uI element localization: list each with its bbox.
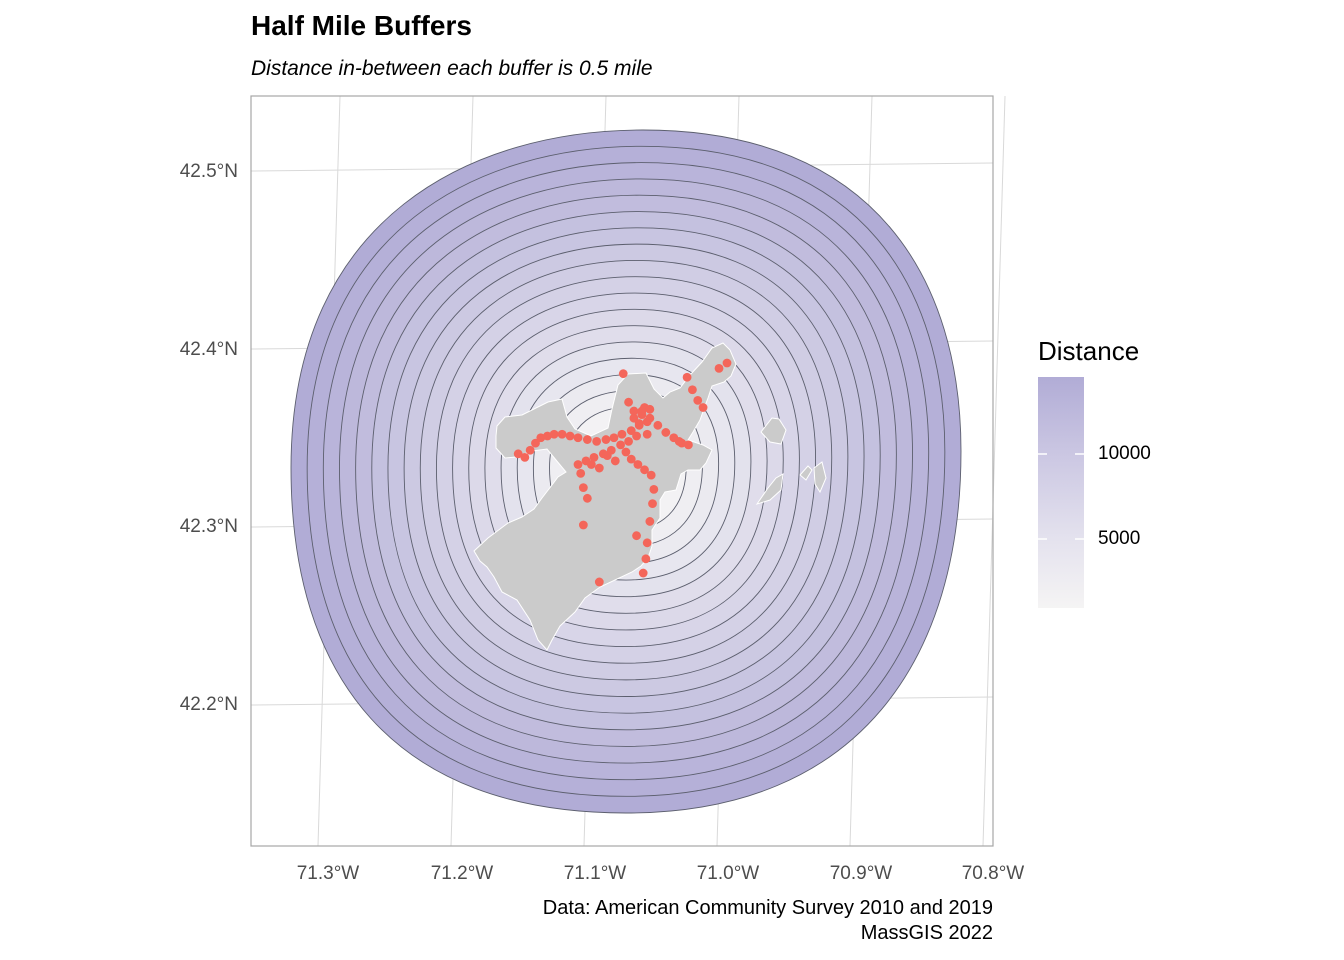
station-point [609, 433, 619, 443]
station-point [543, 431, 552, 441]
axis-labels: 42.5°N 42.4°N 42.3°N 42.2°N 71.3°W 71.2°W 71.1… [180, 161, 1025, 884]
y-tick-label: 42.4°N [180, 339, 238, 360]
station-point [536, 433, 546, 443]
x-tick-label: 70.9°W [830, 863, 893, 884]
station-point [632, 531, 641, 541]
boston-harbor-island-1 [760, 417, 787, 445]
station-point [629, 413, 639, 423]
station-point [645, 413, 655, 423]
chart-title: Half Mile Buffers [251, 10, 472, 41]
station-point [649, 485, 659, 494]
boston-harbor-island-4 [813, 461, 827, 494]
station-point [698, 403, 708, 412]
station-point [626, 454, 636, 464]
station-point [624, 397, 633, 407]
station-point [674, 436, 684, 446]
station-point [661, 428, 671, 437]
x-tick-label: 70.8°W [962, 863, 1025, 884]
station-point [594, 463, 604, 473]
station-point [513, 449, 523, 459]
panel-border [250, 95, 994, 847]
station-point [582, 435, 592, 444]
station-point [618, 369, 628, 379]
x-tick-label: 71.2°W [431, 863, 494, 884]
data-caption: Data: American Community Survey 2010 and… [543, 896, 993, 946]
station-point [714, 363, 724, 373]
station-point [576, 468, 586, 478]
station-point [610, 456, 620, 466]
station-point [642, 538, 652, 548]
station-point [722, 358, 732, 368]
station-point [629, 406, 639, 416]
y-tick-label: 42.2°N [180, 694, 238, 715]
station-point [578, 520, 588, 530]
station-point [582, 493, 592, 503]
station-point [549, 429, 559, 439]
station-point [531, 438, 540, 448]
caption-line-1: Data: American Community Survey 2010 and… [542, 897, 993, 919]
legend-title: Distance [1038, 336, 1140, 366]
legend-label-5000: 5000 [1098, 528, 1141, 549]
station-point [637, 406, 647, 416]
station-point [633, 460, 643, 469]
meridian-line [982, 95, 1006, 847]
x-tick-label: 71.1°W [564, 863, 627, 884]
y-tick-label: 42.5°N [180, 161, 238, 182]
station-point [684, 440, 693, 450]
station-point [693, 396, 703, 405]
station-point [565, 431, 575, 441]
station-point [632, 431, 641, 441]
station-point [573, 433, 583, 443]
legend-label-10000: 10000 [1098, 443, 1151, 464]
legend-colorbar [1038, 377, 1084, 608]
station-point [594, 577, 604, 587]
station-point [520, 452, 530, 462]
station-point [573, 460, 583, 469]
station-point [616, 440, 625, 450]
y-tick-label: 42.3°N [180, 516, 238, 537]
boston-harbor-island-2 [755, 473, 784, 505]
station-point [638, 568, 648, 578]
station-point [688, 385, 697, 395]
x-tick-label: 71.0°W [697, 863, 760, 884]
station-point [641, 554, 651, 564]
station-point [525, 445, 535, 455]
station-point [645, 517, 655, 526]
caption-line-2: MassGIS 2022 [860, 922, 993, 944]
station-point [648, 499, 657, 509]
x-tick-label: 71.3°W [297, 863, 360, 884]
station-point [682, 372, 692, 382]
station-point [653, 420, 663, 430]
station-point [640, 465, 649, 475]
station-point [586, 460, 596, 469]
station-point [626, 426, 636, 436]
station-point [624, 436, 633, 446]
station-point [617, 429, 627, 439]
station-point [557, 429, 567, 439]
station-point [646, 470, 656, 480]
boston-mainland [473, 342, 737, 651]
station-point [592, 436, 602, 446]
station-point [578, 483, 588, 493]
boston-land [473, 342, 827, 651]
chart-subtitle: Distance in-between each buffer is 0.5 m… [251, 57, 653, 80]
boston-harbor-island-3 [799, 465, 813, 481]
station-point [645, 404, 655, 414]
station-points [513, 358, 732, 587]
station-point [634, 419, 644, 428]
station-point [601, 435, 611, 444]
station-point [621, 447, 631, 457]
station-point [602, 451, 612, 460]
station-point [589, 452, 599, 462]
station-point [642, 429, 652, 439]
